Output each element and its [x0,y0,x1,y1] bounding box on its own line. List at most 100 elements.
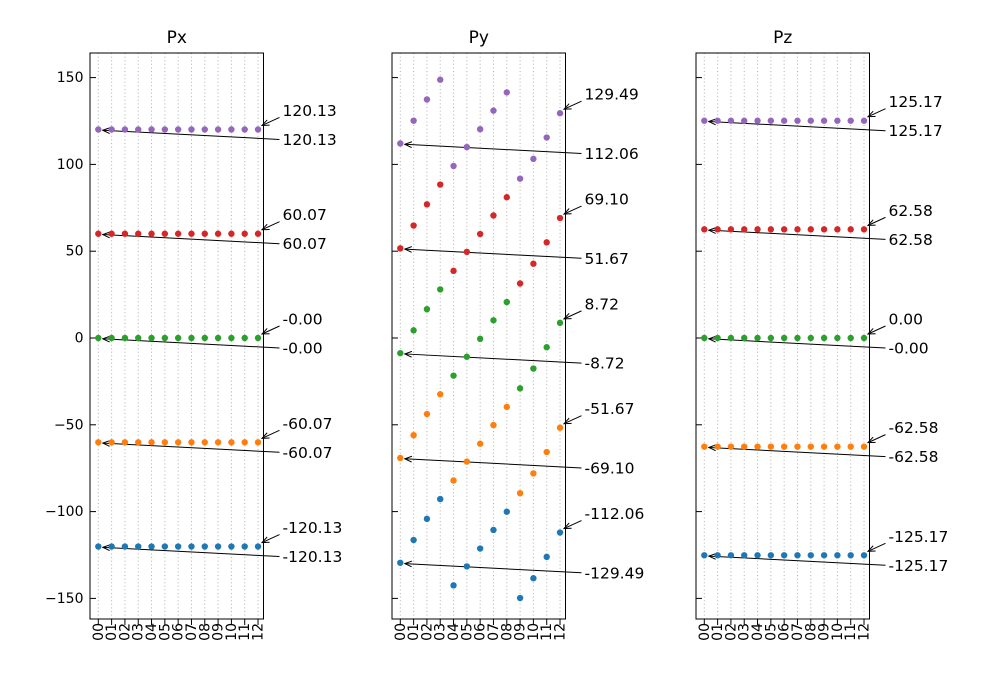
x-tick-label: 05 [157,623,173,641]
data-point [847,443,854,450]
data-point [437,76,444,83]
annotation-arrow [262,534,280,543]
annotation-arrow [405,354,582,364]
data-point [490,526,497,534]
data-point [228,543,235,550]
data-point [108,334,115,342]
x-tick-label: 03 [433,623,449,641]
data-point [463,458,471,465]
data-point [161,543,169,550]
data-point [701,552,708,559]
x-tick-label: 11 [237,623,253,641]
data-point [135,230,142,237]
annotation-arrow [564,310,582,319]
data-point [490,421,497,429]
data-point [754,443,761,450]
series-blue [397,495,564,602]
annotation-label: 112.06 [585,145,639,163]
y-tick-label: 150 [57,70,84,86]
x-tick-label: 10 [224,623,240,641]
annotation-label: -0.00 [283,340,323,358]
data-point [794,552,801,559]
data-point [741,443,748,450]
annotation-label: 60.07 [283,206,327,224]
data-point [241,230,248,237]
data-point [794,443,801,450]
annotation-label: -125.17 [889,557,949,575]
series-orange [397,391,564,497]
annotation-label: 120.13 [283,131,337,149]
annotation-arrow [709,447,886,458]
data-point [701,334,708,342]
x-tick-label: 07 [790,623,806,641]
series-green [95,334,262,342]
data-point [188,334,195,342]
data-point [741,552,748,559]
x-tick-label: 08 [803,623,819,641]
plot-title: Py [469,28,489,48]
data-point [543,448,550,456]
data-point [780,117,788,124]
data-point [834,334,841,342]
data-point [807,226,814,233]
data-point [201,126,208,133]
y-tick-label: −50 [54,417,84,433]
annotation-arrow [868,542,886,551]
data-point [121,126,129,133]
data-point [714,334,721,342]
data-point [556,110,564,117]
data-point [780,443,788,450]
data-point [161,230,169,237]
x-tick-label: 09 [513,623,529,641]
data-point [410,327,417,334]
data-point [397,559,404,566]
data-point [161,439,169,446]
data-point [201,334,208,342]
data-point [228,126,235,133]
data-point [767,443,775,450]
x-tick-label: 10 [526,623,542,641]
x-tick-label: 03 [131,623,147,641]
data-point [437,391,444,398]
plot-box [695,52,870,620]
data-point [148,334,155,342]
x-tick-label: 02 [723,623,739,641]
data-point [121,334,129,342]
data-point [161,126,169,133]
x-tick-label: 00 [393,623,409,641]
x-tick-label: 12 [857,623,873,641]
data-point [450,582,457,589]
data-point [135,126,142,133]
data-point [410,222,417,229]
data-point [201,439,208,446]
x-tick-label: 00 [697,623,713,641]
y-tick-label: 0 [75,331,84,347]
data-point [450,162,457,170]
x-tick-label: 09 [211,623,227,641]
data-point [556,214,564,222]
annotation-arrow [103,339,280,349]
y-tick-label: 100 [57,157,84,173]
data-point [463,353,471,360]
data-point [767,334,775,342]
plots-root: 00010203040506070809101112150100500−50−1… [45,28,948,641]
data-point [727,552,735,559]
data-point [543,344,550,351]
data-point [727,334,735,342]
annotation-label: -60.07 [283,415,333,433]
data-point [188,230,195,237]
data-point [214,543,222,550]
annotation-label: 60.07 [283,235,327,253]
annotation-label: -8.72 [585,355,625,373]
y-tick-label: −100 [45,504,83,520]
annotation-arrow [262,429,280,438]
data-point [423,515,431,523]
data-point [148,439,155,446]
annotation-label: -62.58 [889,419,939,437]
data-point [148,230,155,237]
data-point [397,140,404,147]
data-point [794,226,801,233]
